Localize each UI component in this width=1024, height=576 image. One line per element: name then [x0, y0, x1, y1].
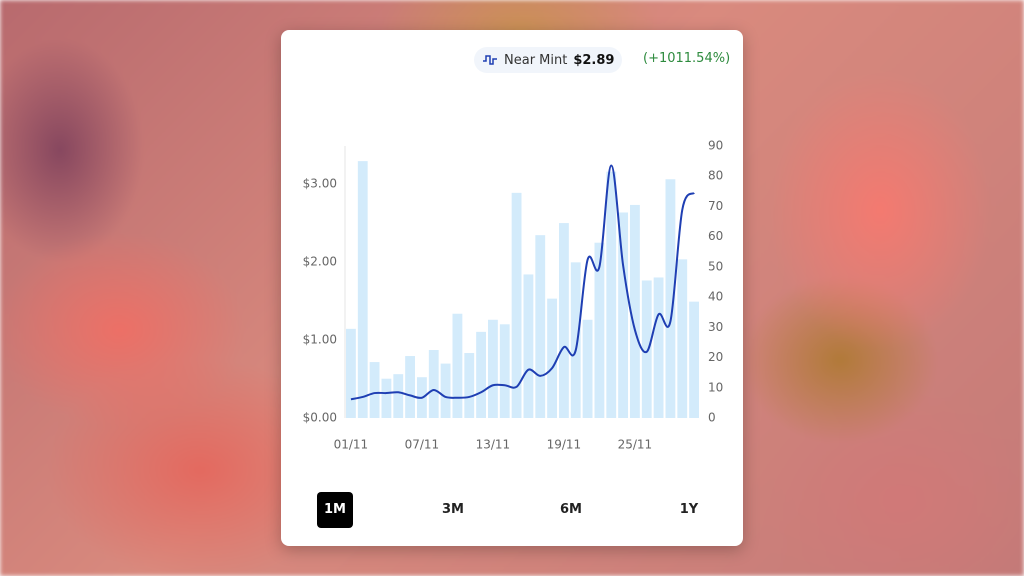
volume-bar	[511, 192, 522, 418]
volume-bar	[381, 378, 392, 418]
volume-bar	[594, 242, 605, 418]
volume-bar	[405, 356, 415, 418]
volume-bar	[535, 235, 546, 418]
volume-bar	[464, 353, 475, 418]
volume-bar	[630, 204, 640, 418]
x-tick-label: 01/11	[334, 438, 369, 452]
range-button[interactable]: 3M	[442, 502, 464, 517]
price: $2.89	[573, 52, 615, 68]
x-tick-label: 19/11	[547, 438, 582, 452]
volume-bar	[665, 179, 676, 418]
y2-tick-label: 60	[708, 229, 723, 243]
volume-bar	[393, 374, 404, 418]
volume-bar	[582, 319, 593, 418]
y2-tick-label: 70	[708, 199, 723, 213]
condition: Near Mint	[504, 52, 568, 68]
volume-bar	[570, 262, 581, 418]
volume-bar	[346, 328, 356, 418]
volume-bar	[488, 319, 498, 418]
y2-tick-label: 0	[708, 411, 716, 425]
y2-tick-label: 40	[708, 290, 723, 304]
chart: $0.00 $1.00 $2.00 $3.00 0 10 20 30 40 50 60 70 80 90 0…	[303, 139, 724, 452]
y-tick-label: $2.00	[303, 255, 337, 269]
volume-bar	[369, 362, 380, 418]
chart-icon	[483, 55, 497, 65]
volume-bar	[452, 313, 463, 418]
x-tick-label: 07/11	[405, 438, 440, 452]
y2-tick-label: 10	[708, 380, 723, 394]
y2-tick-label: 50	[708, 259, 723, 273]
volume-bar	[547, 298, 557, 418]
y-tick-label: $3.00	[303, 177, 337, 191]
x-tick-label: 25/11	[618, 438, 653, 452]
volume-bar	[523, 274, 534, 418]
volume-bar	[641, 280, 652, 418]
price-line	[350, 164, 695, 401]
volume-bar	[357, 161, 368, 418]
volume-bar	[653, 277, 664, 418]
price-change: (+1011.54%)	[643, 51, 731, 66]
y2-tick-label: 30	[708, 320, 723, 334]
y-tick-label: $0.00	[303, 411, 337, 425]
y-tick-label: $1.00	[303, 333, 337, 347]
range-button[interactable]: 1M	[317, 492, 353, 528]
volume-bar	[606, 171, 617, 418]
y2-tick-label: 80	[708, 169, 723, 183]
x-tick-label: 13/11	[476, 438, 511, 452]
price-card: Near Mint $2.89 (+1011.54%) $0.00 $1.00 $2…	[281, 30, 743, 546]
volume-bar	[440, 363, 451, 418]
volume-bar	[677, 259, 688, 418]
condition-pill: Near Mint $2.89	[474, 47, 623, 73]
volume-bar	[428, 350, 439, 418]
volume-bar	[689, 301, 699, 418]
volume-bar	[559, 223, 569, 418]
y2-tick-label: 90	[708, 139, 723, 153]
volume-bar	[476, 331, 486, 418]
range-button[interactable]: 6M	[560, 502, 582, 517]
volume-bar	[618, 212, 628, 418]
range-button[interactable]: 1Y	[679, 502, 699, 517]
y2-tick-label: 20	[708, 350, 723, 364]
volume-bar	[499, 324, 510, 418]
